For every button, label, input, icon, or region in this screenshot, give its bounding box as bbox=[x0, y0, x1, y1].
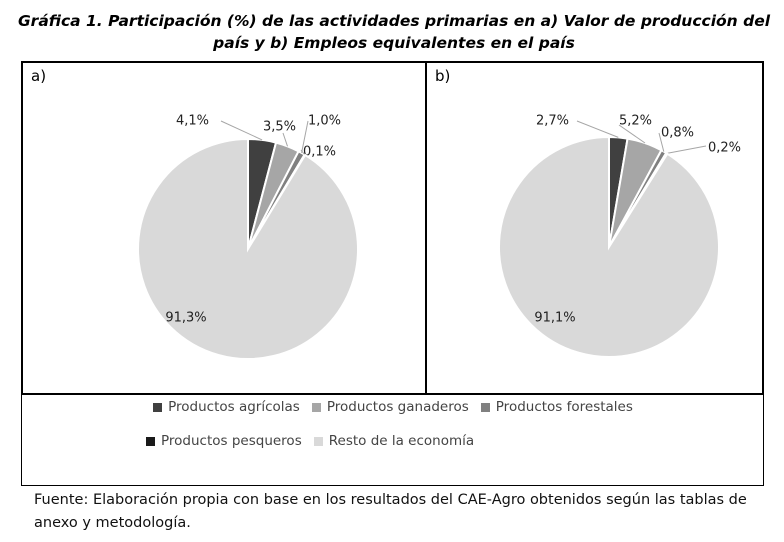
pie-a-label-ganaderos: 3,5% bbox=[263, 120, 296, 135]
legend-row-2: Productos pesqueros Resto de la economía bbox=[22, 433, 764, 449]
pie-chart-a: 4,1% 3,5% 1,0% 0,1% 91,3% bbox=[137, 114, 359, 360]
legend: Productos agrícolas Productos ganaderos … bbox=[22, 396, 764, 486]
pie-a-leader-forestales bbox=[301, 120, 309, 153]
pie-b-leader-ganaderos bbox=[618, 124, 646, 144]
pie-b-label-ganaderos: 5,2% bbox=[619, 114, 652, 129]
pie-b-leader-pesqueros bbox=[666, 145, 707, 154]
legend-swatch-pesqueros bbox=[146, 436, 155, 446]
legend-label-agricolas: Productos agrícolas bbox=[168, 399, 300, 415]
pie-a-label-resto: 91,3% bbox=[165, 311, 206, 326]
pie-b-leader-agricolas bbox=[576, 120, 619, 138]
pie-a-leader-ganaderos bbox=[282, 132, 288, 147]
legend-swatch-agricolas bbox=[153, 402, 163, 412]
legend-item-resto: Resto de la economía bbox=[313, 433, 475, 449]
legend-swatch-ganaderos bbox=[311, 402, 321, 412]
legend-row-1: Productos agrícolas Productos ganaderos … bbox=[22, 399, 764, 415]
legend-item-pesqueros: Productos pesqueros bbox=[146, 433, 302, 449]
pie-a-leader-agricolas bbox=[220, 120, 263, 141]
legend-label-resto: Resto de la economía bbox=[328, 433, 475, 449]
legend-swatch-resto bbox=[313, 436, 323, 446]
pie-a-leader-pesqueros bbox=[300, 149, 306, 156]
pie-a-label-forestales: 1,0% bbox=[308, 114, 341, 129]
legend-label-ganaderos: Productos ganaderos bbox=[326, 399, 469, 415]
pie-b-slice-resto bbox=[497, 135, 720, 358]
legend-item-agricolas: Productos agrícolas bbox=[153, 399, 300, 415]
legend-item-ganaderos: Productos ganaderos bbox=[311, 399, 469, 415]
panel-b: b) 2,7% 5,2% 0,8% 0,2% 91,1% bbox=[425, 61, 764, 395]
panel-b-label: b) bbox=[435, 67, 451, 85]
panel-a: a) 4,1% 3,5% 1,0% 0,1% 91,3% bbox=[21, 61, 427, 395]
pie-chart-b: 2,7% 5,2% 0,8% 0,2% 91,1% bbox=[497, 114, 741, 358]
pie-b-label-pesqueros: 0,2% bbox=[708, 141, 741, 156]
panel-a-label: a) bbox=[31, 67, 47, 85]
legend-item-forestales: Productos forestales bbox=[480, 399, 633, 415]
pie-b-label-forestales: 0,8% bbox=[661, 126, 694, 141]
source-note: Fuente: Elaboración propia con base en l… bbox=[34, 492, 747, 531]
chart-title: Gráfica 1. Participación (%) de las acti… bbox=[17, 12, 771, 52]
legend-label-pesqueros: Productos pesqueros bbox=[161, 433, 302, 449]
pie-b-label-resto: 91,1% bbox=[534, 311, 575, 326]
pie-a-slice-resto bbox=[137, 137, 359, 360]
legend-swatch-forestales bbox=[480, 402, 490, 412]
legend-label-forestales: Productos forestales bbox=[495, 399, 633, 415]
pie-b-leader-forestales bbox=[658, 132, 665, 152]
pie-a-label-agricolas: 4,1% bbox=[176, 114, 209, 129]
pie-b-label-agricolas: 2,7% bbox=[536, 114, 569, 129]
pie-a-label-pesqueros: 0,1% bbox=[303, 145, 336, 160]
